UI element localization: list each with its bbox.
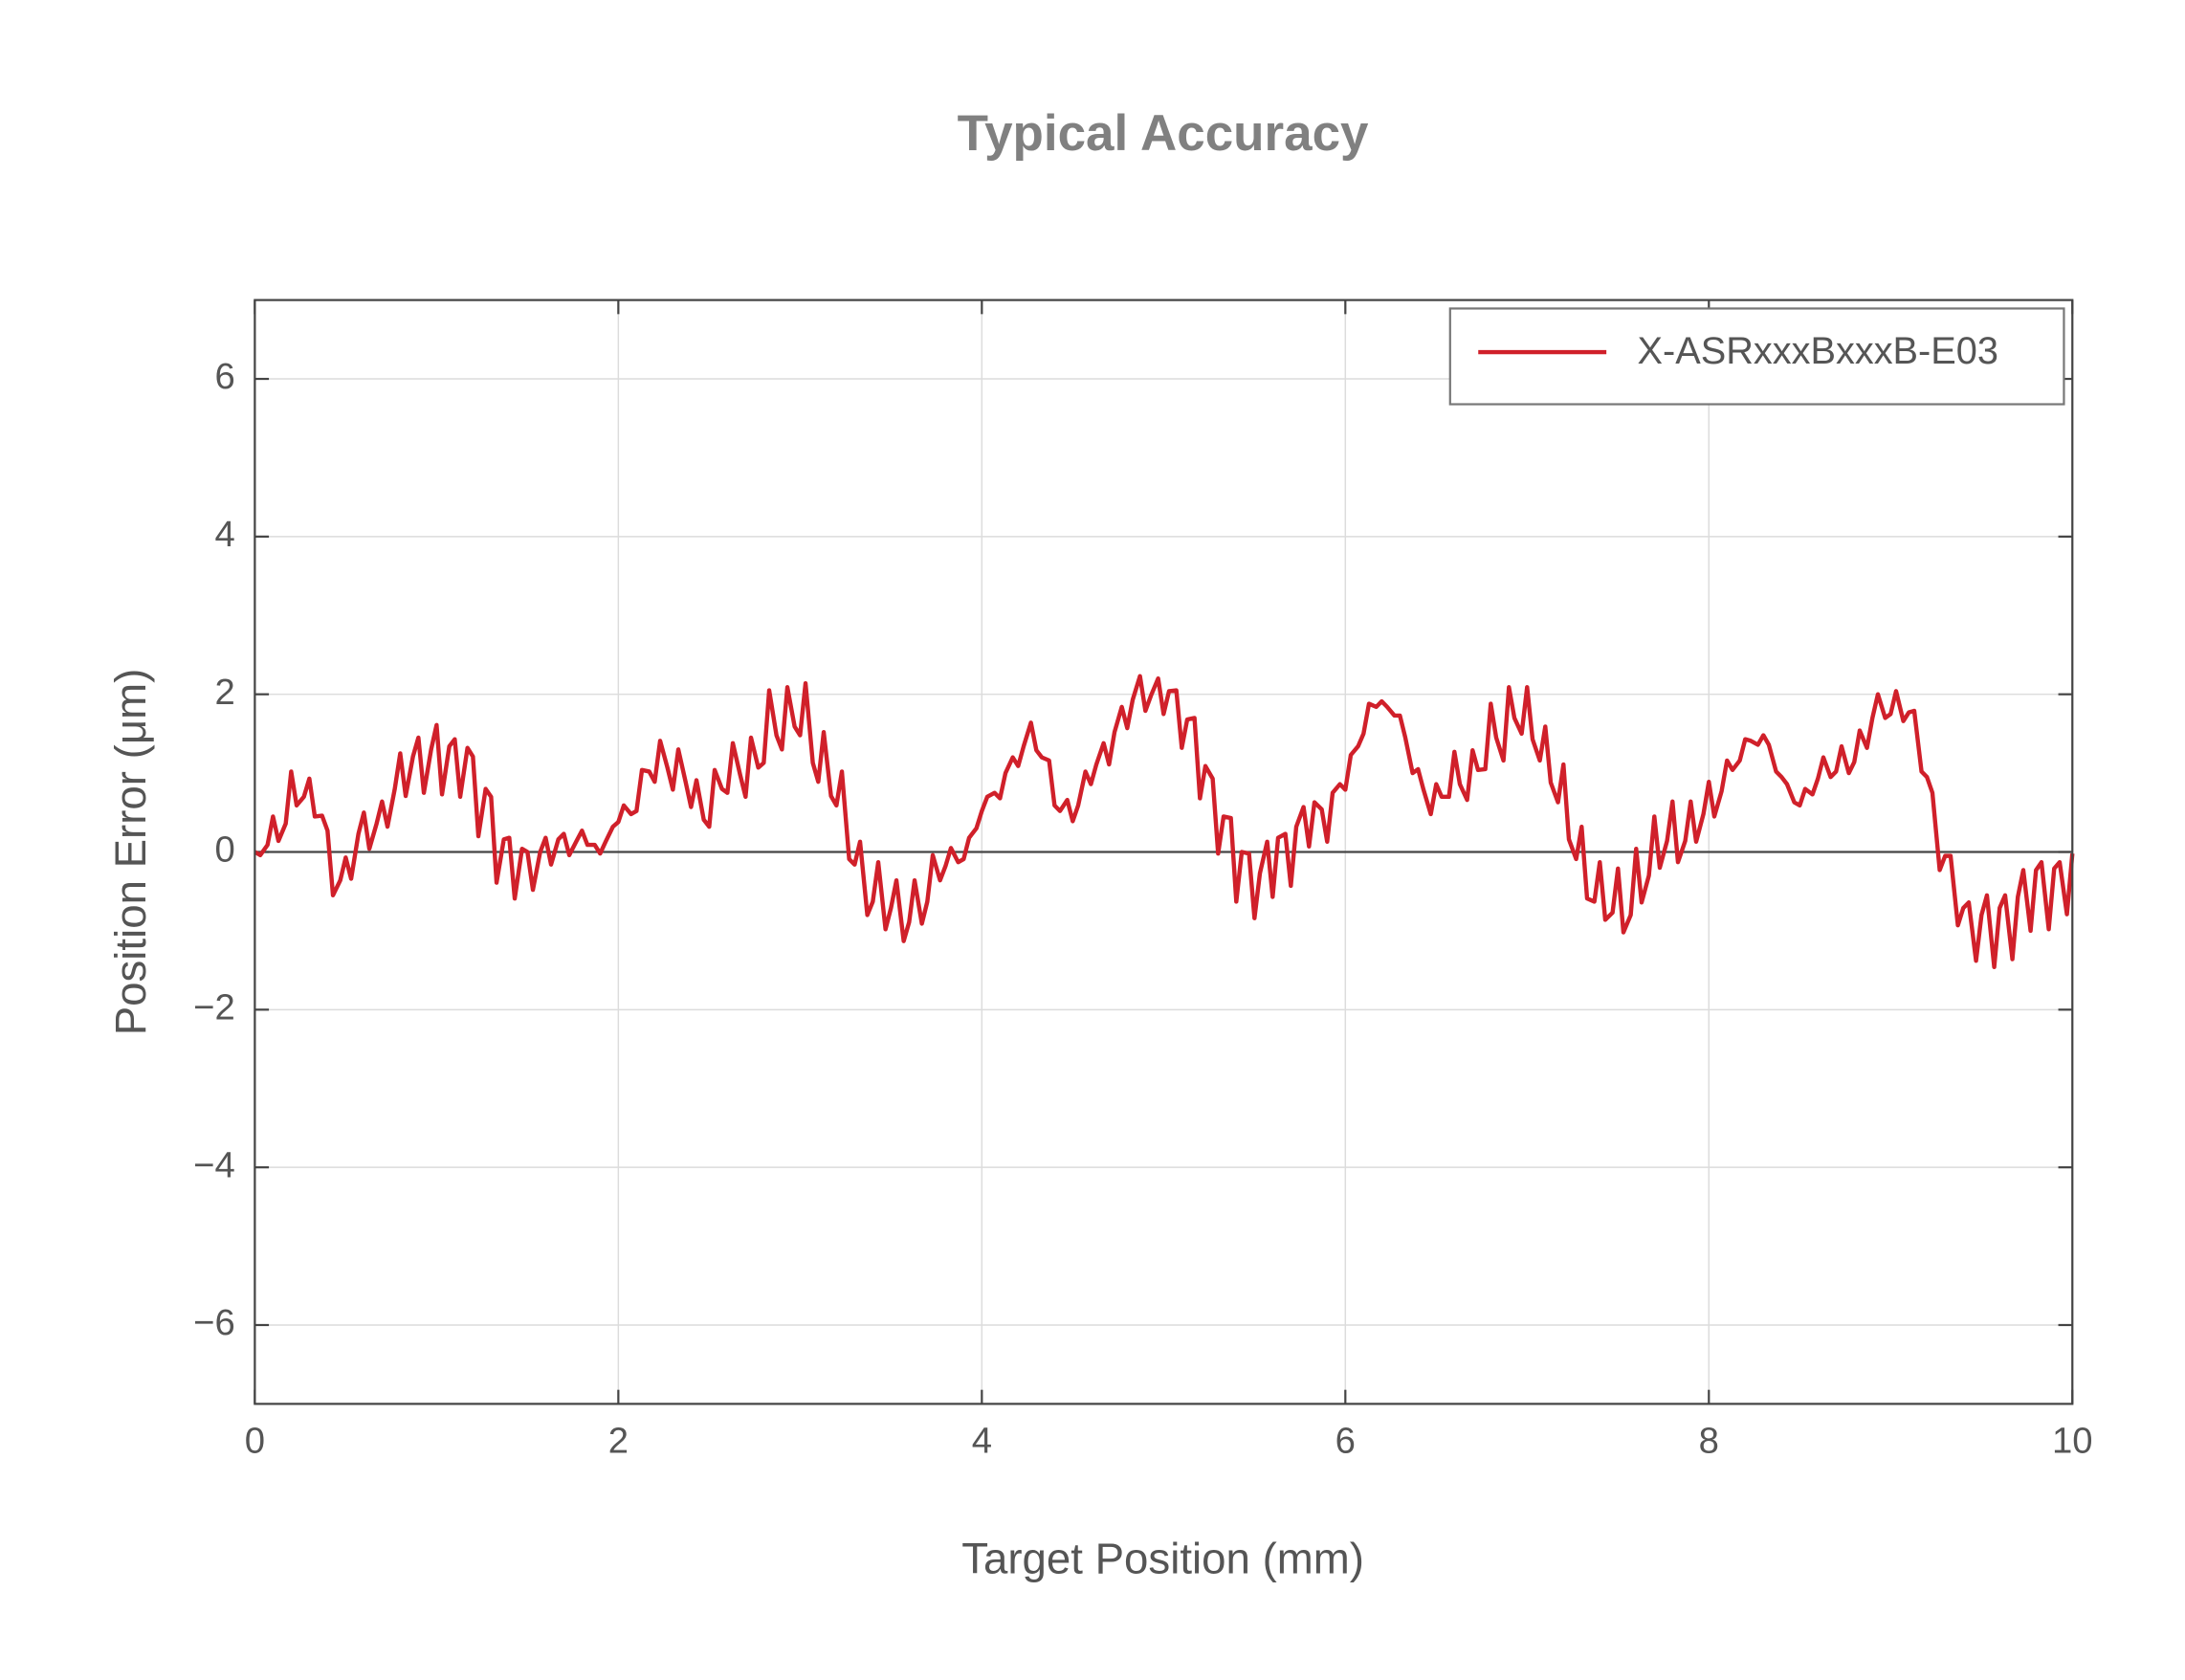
legend-label: X-ASRxxxBxxxB-E03 (1638, 330, 1998, 372)
x-tick-label: 6 (1335, 1421, 1356, 1462)
y-axis-label: Position Error (μm) (106, 669, 155, 1036)
x-tick-label: 8 (1699, 1421, 1719, 1462)
y-tick-label: 6 (214, 356, 234, 397)
x-axis-label: Target Position (mm) (961, 1534, 1364, 1582)
y-tick-label: 2 (214, 672, 234, 713)
frame (254, 298, 2074, 1405)
y-tick-label: −4 (193, 1144, 235, 1185)
x-tick-label: 2 (608, 1421, 629, 1462)
y-tick-label: 0 (214, 829, 234, 871)
legend-box (1448, 307, 2065, 406)
x-tick-label: 0 (245, 1421, 265, 1462)
x-tick-label: 10 (2052, 1421, 2093, 1462)
y-tick-label: 4 (214, 514, 234, 555)
chart-title: Typical Accuracy (958, 105, 1369, 162)
y-tick-label: −2 (193, 986, 235, 1028)
x-tick-label: 4 (972, 1421, 992, 1462)
y-tick-label: −6 (193, 1302, 235, 1343)
data-line (254, 674, 2075, 970)
